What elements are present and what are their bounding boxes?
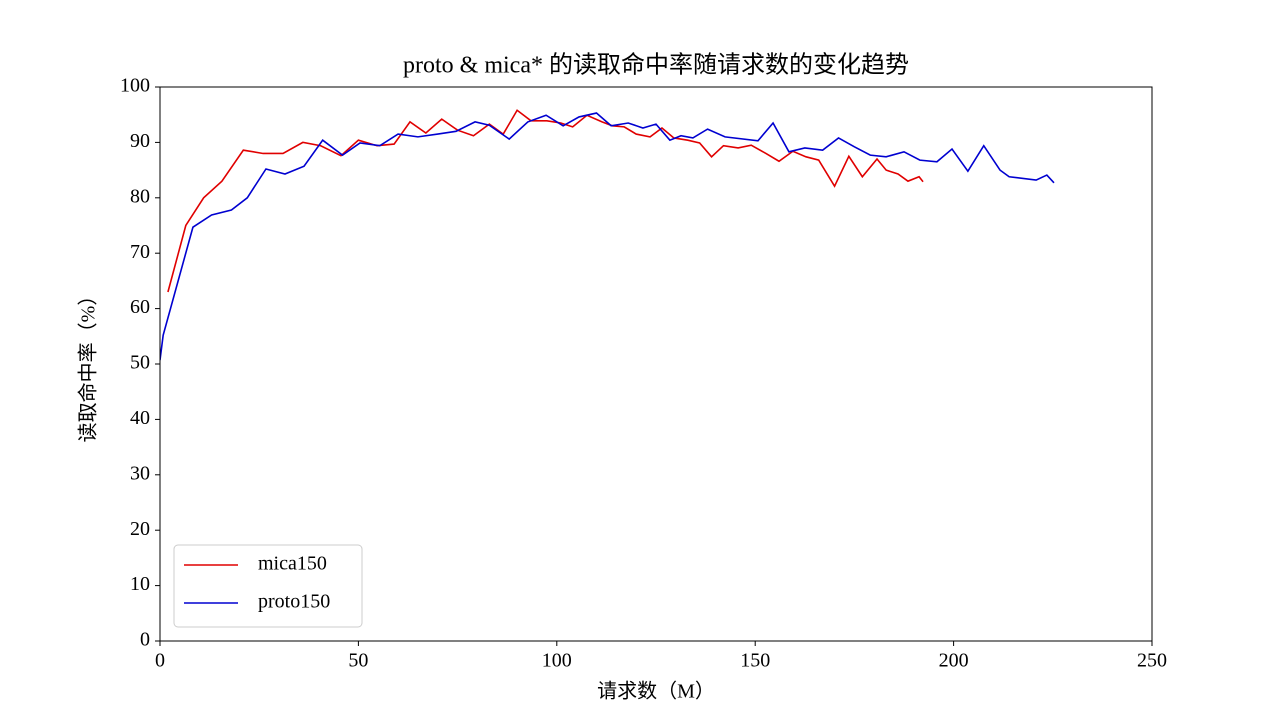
x-tick-label: 50 bbox=[348, 650, 368, 672]
y-tick-label: 100 bbox=[120, 75, 150, 97]
y-tick-label: 10 bbox=[130, 573, 150, 595]
legend-label: mica150 bbox=[258, 553, 327, 575]
y-tick-label: 30 bbox=[130, 462, 150, 484]
y-tick-label: 60 bbox=[130, 296, 150, 318]
x-tick-label: 100 bbox=[542, 650, 572, 672]
x-tick-label: 150 bbox=[740, 650, 770, 672]
y-tick-label: 0 bbox=[140, 629, 150, 651]
y-tick-label: 40 bbox=[130, 407, 150, 429]
plot-frame bbox=[159, 86, 1153, 642]
y-tick-label: 70 bbox=[130, 241, 150, 263]
x-tick-label: 0 bbox=[155, 650, 165, 672]
y-tick-label: 50 bbox=[130, 352, 150, 374]
y-tick-label: 20 bbox=[130, 518, 150, 540]
y-axis-label: 读取命中率（%） bbox=[77, 286, 100, 443]
x-tick-label: 250 bbox=[1137, 650, 1167, 672]
data-line bbox=[160, 112, 1055, 361]
x-axis-label: 请求数（M） bbox=[597, 680, 715, 703]
y-tick-label: 80 bbox=[130, 185, 150, 207]
chart-title: proto & mica* 的读取命中率随请求数的变化趋势 bbox=[403, 52, 909, 79]
data-line bbox=[167, 109, 924, 293]
y-tick-label: 90 bbox=[130, 130, 150, 152]
x-tick-label: 200 bbox=[939, 650, 969, 672]
legend-label: proto150 bbox=[258, 591, 330, 613]
